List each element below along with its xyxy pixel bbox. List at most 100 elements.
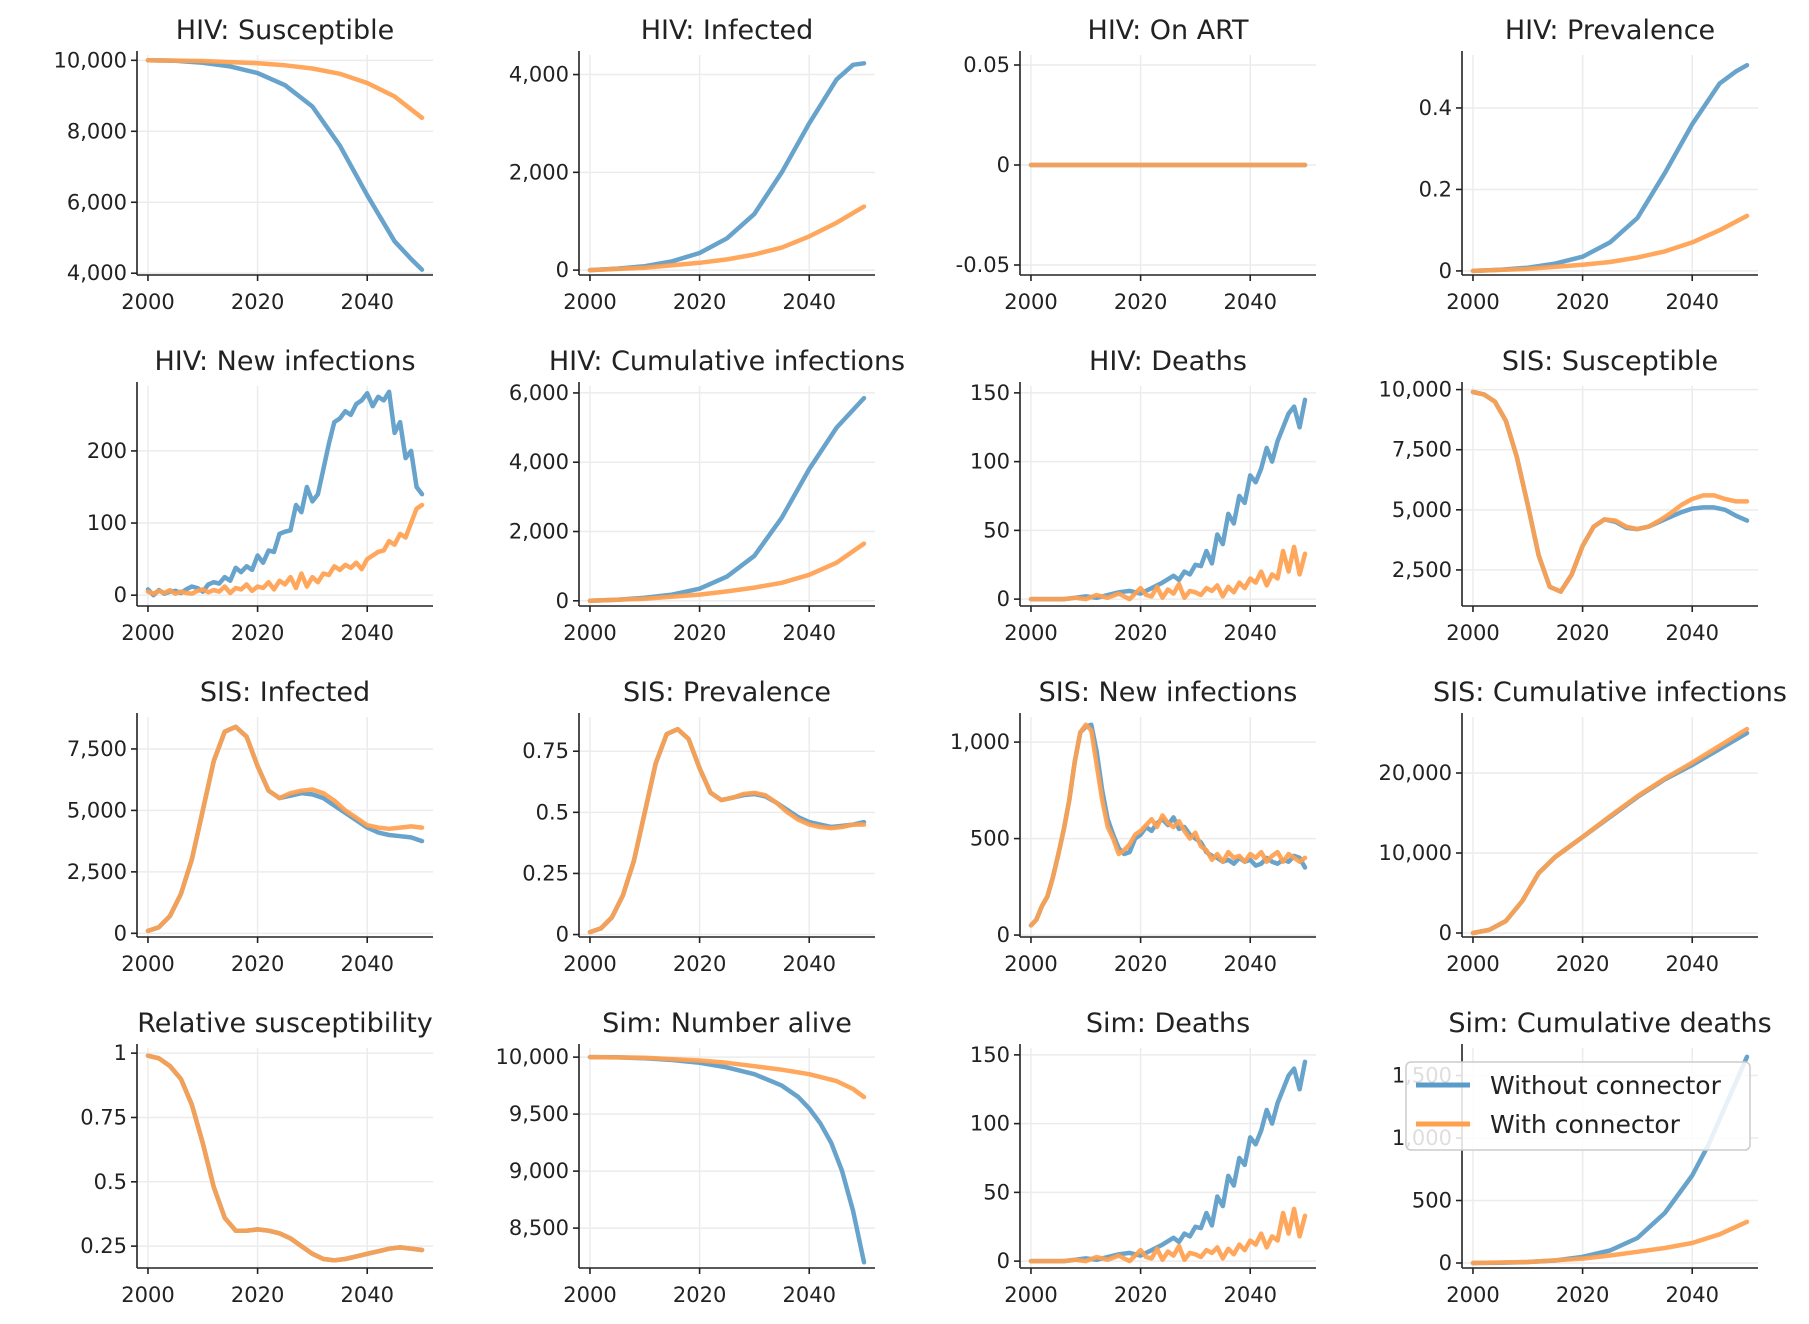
x-tick-label: 2040 [782,621,835,645]
panel-title: SIS: Susceptible [1502,346,1718,377]
x-tick-label: 2020 [231,952,284,976]
x-tick-label: 2000 [1004,290,1057,314]
panel-sis-susceptible: 2,500 5,000 7,500 10,000 2000 2020 2040 SIS: Su… [1379,346,1758,645]
x-tick-label: 2020 [1556,1283,1609,1307]
panel-title: HIV: New infections [154,346,415,377]
series-line-with-connector [1028,544,1308,602]
y-tick-label: 0 [1439,1251,1452,1275]
x-tick-label: 2000 [563,1283,616,1307]
y-tick-label: 10,000 [496,1045,569,1069]
y-tick-label: 0.75 [522,739,569,763]
x-tick-label: 2020 [673,952,726,976]
x-tick-label: 2040 [1223,290,1276,314]
series-line-without-connector [587,1054,867,1265]
x-tick-label: 2020 [1114,952,1167,976]
x-tick-label: 2000 [1446,621,1499,645]
series-line-with-connector [145,502,425,596]
series-line-without-connector [145,1053,425,1263]
x-tick-label: 2020 [1556,952,1609,976]
panel-hiv-on-art: -0.05 0 0.05 2000 2020 2040 HIV: On ART [956,15,1316,314]
y-tick-label: 20,000 [1379,761,1452,785]
panel-hiv-deaths: 0 50 100 150 2000 2020 2040 HIV: Deaths [970,346,1316,645]
y-tick-label: 0 [556,923,569,947]
y-tick-label: 8,500 [509,1216,569,1240]
panel-title: HIV: Susceptible [176,15,394,46]
x-tick-label: 2020 [1114,621,1167,645]
x-tick-label: 2040 [1665,290,1718,314]
series-line-without-connector [587,726,867,935]
x-tick-label: 2040 [782,952,835,976]
y-tick-label: 2,500 [1392,558,1452,582]
x-tick-label: 2020 [231,290,284,314]
y-tick-label: 0.05 [963,53,1010,77]
y-tick-label: 1,000 [950,730,1010,754]
y-tick-label: 0.25 [80,1234,127,1258]
y-tick-label: 200 [87,439,127,463]
panel-hiv-susceptible: 4,000 6,000 8,000 10,000 2000 2020 2040 HIV: Su… [54,15,433,314]
y-tick-label: 0 [114,921,127,945]
x-tick-label: 2020 [673,621,726,645]
x-tick-label: 2040 [340,290,393,314]
y-tick-label: 7,500 [1392,438,1452,462]
panel-title: SIS: New infections [1039,677,1298,708]
series-line-without-connector [587,61,867,273]
y-tick-label: 0 [114,583,127,607]
y-tick-label: 10,000 [54,48,127,72]
panel-sis-new-infections: 0 500 1,000 2000 2020 2040 SIS: New infections [950,677,1316,976]
x-tick-label: 2040 [782,290,835,314]
x-tick-label: 2040 [340,1283,393,1307]
panel-title: HIV: Infected [641,15,814,46]
series-line-without-connector [1470,62,1750,274]
x-tick-label: 2020 [1556,621,1609,645]
x-tick-label: 2040 [1665,621,1718,645]
y-tick-label: 150 [970,381,1010,405]
x-tick-label: 2000 [563,621,616,645]
panel-title: SIS: Infected [200,677,370,708]
y-tick-label: 100 [970,1112,1010,1136]
legend-label-without-connector: Without connector [1490,1071,1722,1100]
series-line-with-connector [145,724,425,934]
panel-title: HIV: Cumulative infections [549,346,905,377]
x-tick-label: 2040 [340,621,393,645]
series-line-without-connector [145,389,425,598]
legend-box [1405,1061,1751,1151]
y-tick-label: 8,000 [67,119,127,143]
x-tick-label: 2020 [673,290,726,314]
x-tick-label: 2040 [1665,1283,1718,1307]
series-line-with-connector [587,1054,867,1100]
x-tick-label: 2020 [673,1283,726,1307]
y-tick-label: 9,000 [509,1159,569,1183]
y-tick-label: 0.5 [536,800,569,824]
panel-sim-deaths: 0 50 100 150 2000 2020 2040 Sim: Deaths [970,1008,1316,1307]
y-tick-label: 2,000 [509,160,569,184]
y-tick-label: 2,500 [67,860,127,884]
y-tick-label: 5,000 [67,798,127,822]
series-line-without-connector [1470,389,1750,594]
x-tick-label: 2000 [563,952,616,976]
x-tick-label: 2040 [1223,952,1276,976]
y-tick-label: 0.5 [94,1170,127,1194]
y-tick-label: 0 [556,258,569,282]
y-tick-label: 500 [1412,1189,1452,1213]
y-tick-label: 100 [87,511,127,535]
panel-title: SIS: Cumulative infections [1433,677,1787,708]
panel-sis-infected: 0 2,500 5,000 7,500 2000 2020 2040 SIS: Infecte… [67,677,433,976]
x-tick-label: 2000 [1004,952,1057,976]
y-tick-label: 0.25 [522,861,569,885]
x-tick-label: 2000 [121,1283,174,1307]
series-line-with-connector [1470,726,1750,936]
panel-title: HIV: Deaths [1089,346,1247,377]
x-tick-label: 2040 [782,1283,835,1307]
panel-hiv-new-infections: 0 100 200 2000 2020 2040 HIV: New infections [87,346,433,645]
legend-label-with-connector: With connector [1490,1110,1681,1139]
panel-sim-number-alive: 8,500 9,000 9,500 10,000 2000 2020 2040 Sim: Nu… [496,1008,875,1307]
panel-title: Sim: Cumulative deaths [1448,1008,1771,1039]
series-line-with-connector [587,726,867,935]
x-tick-label: 2020 [1114,1283,1167,1307]
y-tick-label: 6,000 [509,381,569,405]
x-tick-label: 2040 [1223,1283,1276,1307]
panel-title: Sim: Deaths [1086,1008,1250,1039]
